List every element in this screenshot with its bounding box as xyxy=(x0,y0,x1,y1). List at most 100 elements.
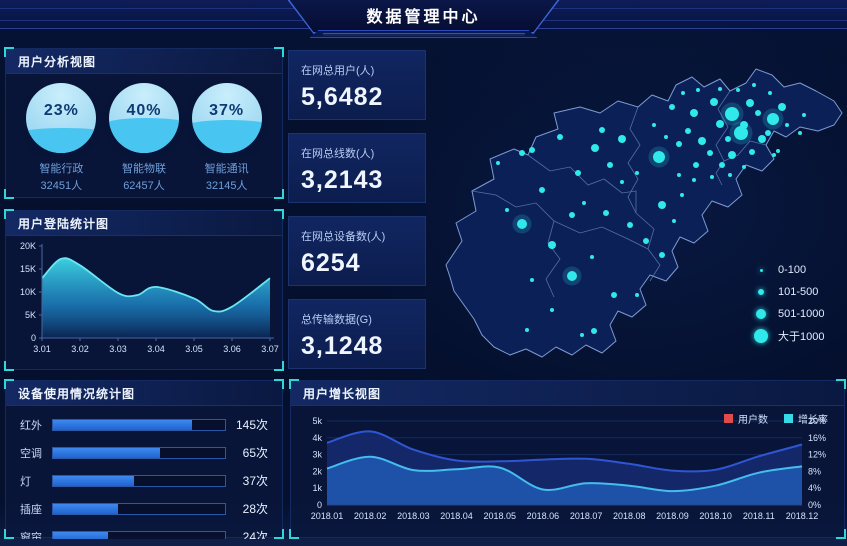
svg-text:2018.09: 2018.09 xyxy=(656,511,689,521)
legend-label: 101-500 xyxy=(778,286,819,298)
svg-text:5k: 5k xyxy=(312,416,322,426)
panel-title: 用户登陆统计图 xyxy=(18,216,110,231)
stat-card-column: 在网总用户(人) 5,6482 在网总线数(人) 3,2143 在网总设备数(人… xyxy=(288,50,426,370)
legend-item-users[interactable]: 用户数 xyxy=(724,411,768,426)
svg-text:2k: 2k xyxy=(312,466,322,476)
svg-text:3.07: 3.07 xyxy=(261,344,279,354)
bar-fill xyxy=(53,531,109,542)
corner-bracket xyxy=(289,379,299,389)
legend-label: 大于1000 xyxy=(778,331,825,343)
stat-card-total-data: 总传输数据(G) 3,1248 xyxy=(288,299,426,369)
page-title: 数据管理中心 xyxy=(366,9,481,26)
panel-title: 用户分析视图 xyxy=(18,54,97,69)
legend-label: 0-100 xyxy=(778,264,807,276)
panel-user-growth: 用户增长视图 用户数 增长率 0 1k 2k 3k 4k 5k 0% 4% 8% 12% 16% 20… xyxy=(289,379,846,539)
stat-value: 5,6482 xyxy=(301,83,384,111)
header-title-plate: 数据管理中心 xyxy=(288,0,560,34)
panel-title-bar: 用户登陆统计图 xyxy=(6,211,282,236)
corner-bracket xyxy=(4,361,14,371)
svg-text:4%: 4% xyxy=(808,483,821,493)
panel-title-bar: 设备使用情况统计图 xyxy=(6,381,282,406)
svg-text:20%: 20% xyxy=(808,416,826,426)
corner-bracket xyxy=(289,529,299,539)
svg-text:3.06: 3.06 xyxy=(223,344,241,354)
svg-text:15K: 15K xyxy=(20,264,36,274)
legend-item-label: 用户数 xyxy=(738,415,768,426)
stat-label: 在网总设备数(人) xyxy=(301,231,386,243)
corner-bracket xyxy=(836,529,846,539)
liquid-gauge: 23% xyxy=(26,83,97,153)
svg-text:4k: 4k xyxy=(312,433,322,443)
map-legend-item: 0-100 xyxy=(752,259,825,281)
growth-chart-legend: 用户数 增长率 xyxy=(724,411,828,426)
bubble-size-icon xyxy=(752,329,770,343)
liquid-gauge: 40% xyxy=(108,83,179,153)
svg-text:2018.12: 2018.12 xyxy=(786,511,819,521)
svg-text:2018.08: 2018.08 xyxy=(613,511,646,521)
stat-value: 3,1248 xyxy=(301,332,384,360)
bar-category-label: 灯 xyxy=(20,475,31,488)
corner-bracket xyxy=(274,189,284,199)
legend-item-label: 增长率 xyxy=(798,415,828,426)
corner-bracket xyxy=(4,209,14,219)
corner-bracket xyxy=(274,379,284,389)
svg-text:12%: 12% xyxy=(808,450,826,460)
svg-text:2018.07: 2018.07 xyxy=(570,511,603,521)
gauge-smart-admin: 23% 智能行政 32451人 xyxy=(22,83,100,193)
gauge-count: 32451人 xyxy=(40,180,83,192)
stat-value: 6254 xyxy=(301,249,361,277)
svg-text:3.04: 3.04 xyxy=(147,344,165,354)
login-area-chart: 0 5K 10K 15K 20K 3.01 3.02 3.03 3.04 3.05 3.06 3.07 xyxy=(20,241,279,354)
map-bubbles xyxy=(496,83,806,337)
stat-card-total-lines: 在网总线数(人) 3,2143 xyxy=(288,133,426,203)
province-bubble-map xyxy=(445,68,843,358)
corner-bracket xyxy=(4,189,14,199)
legend-swatch-users xyxy=(724,414,733,423)
bar-value-label: 28次 xyxy=(242,502,268,516)
bar-value-label: 37次 xyxy=(242,474,268,488)
svg-text:5K: 5K xyxy=(25,310,36,320)
corner-bracket xyxy=(836,379,846,389)
stat-value: 3,2143 xyxy=(301,166,384,194)
gauge-label: 智能物联 xyxy=(121,163,166,175)
bar-fill xyxy=(53,447,160,458)
gauge-liquid-fill xyxy=(26,127,97,153)
panel-title-bar: 用户分析视图 xyxy=(6,49,282,74)
bar-row: 灯 37次 xyxy=(16,472,268,489)
bar-fill xyxy=(53,419,193,430)
bar-fill xyxy=(53,503,119,514)
svg-text:2018.03: 2018.03 xyxy=(397,511,430,521)
svg-text:2018.11: 2018.11 xyxy=(743,511,775,521)
corner-bracket xyxy=(274,361,284,371)
bar-row: 空调 65次 xyxy=(16,444,268,461)
panel-title-bar: 用户增长视图 xyxy=(291,381,844,406)
gauge-count: 62457人 xyxy=(123,180,165,192)
header: 数据管理中心 xyxy=(0,0,847,40)
bar-row: 红外 145次 xyxy=(16,416,268,433)
bubble-size-icon xyxy=(752,268,770,272)
svg-text:3.05: 3.05 xyxy=(185,344,203,354)
bar-value-label: 65次 xyxy=(242,446,268,460)
bar-track xyxy=(52,446,226,459)
bubble-size-icon xyxy=(752,289,770,295)
province-outline xyxy=(445,68,843,358)
stat-label: 在网总用户(人) xyxy=(301,65,375,77)
map-legend-item: 101-500 xyxy=(752,281,825,303)
bar-track xyxy=(52,474,226,487)
gauge-count: 32145人 xyxy=(205,180,248,192)
svg-text:0: 0 xyxy=(31,333,36,343)
panel-device-usage: 设备使用情况统计图 红外 145次 空调 65次 灯 37次 插座 28次 窗帘… xyxy=(4,379,284,544)
corner-bracket xyxy=(4,47,14,57)
svg-text:0: 0 xyxy=(317,500,322,510)
svg-text:3k: 3k xyxy=(312,450,322,460)
stat-card-total-users: 在网总用户(人) 5,6482 xyxy=(288,50,426,120)
svg-text:2018.04: 2018.04 xyxy=(440,511,473,521)
province-internal-borders xyxy=(471,90,767,298)
map-legend: 0-100 101-500 501-1000 大于1000 xyxy=(752,259,825,347)
gauge-percent: 23% xyxy=(43,102,79,119)
legend-item-growth-rate[interactable]: 增长率 xyxy=(784,411,828,426)
gauge-percent: 40% xyxy=(126,102,162,119)
bar-row: 插座 28次 xyxy=(16,500,268,517)
gauge-smart-comms: 37% 智能通讯 32145人 xyxy=(188,83,266,193)
